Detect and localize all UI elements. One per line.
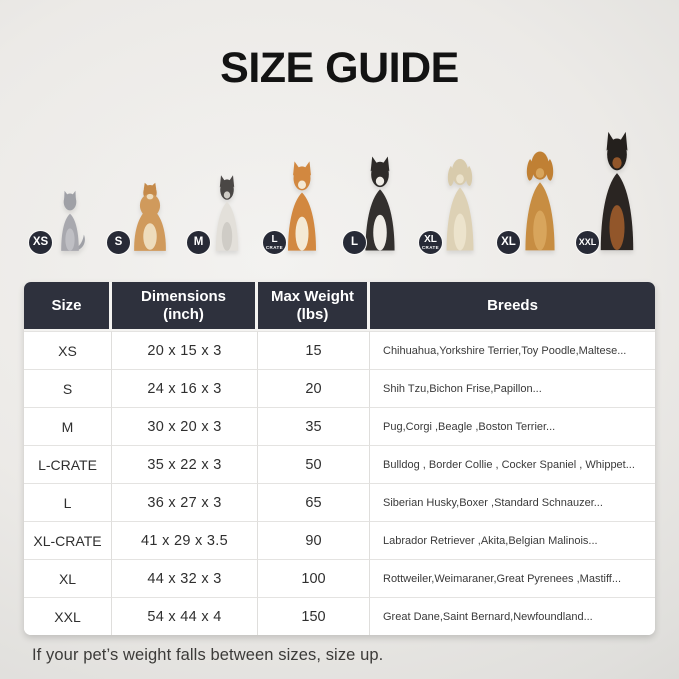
sizing-advice-note: If your pet’s weight falls between sizes… bbox=[32, 646, 384, 664]
breeds-cell: Labrador Retriever ,Akita,Belgian Malino… bbox=[370, 521, 655, 559]
size-badge-s: S bbox=[106, 230, 131, 255]
size-badge-l-crate: L CRATE bbox=[262, 230, 287, 255]
size-badge-l: L bbox=[342, 230, 367, 255]
dimensions-cell: 30 x 20 x 3 bbox=[112, 407, 258, 445]
table-row-l-crate: L-CRATE 35 x 22 x 3 50 Bulldog , Border … bbox=[24, 445, 655, 483]
table-row-xxl: XXL 54 x 44 x 4 150 Great Dane,Saint Ber… bbox=[24, 597, 655, 635]
size-cell: M bbox=[24, 407, 112, 445]
size-cell: XXL bbox=[24, 597, 112, 635]
max-weight-cell: 50 bbox=[258, 445, 370, 483]
size-badge-xs: XS bbox=[28, 230, 53, 255]
breeds-cell: Rottweiler,Weimaraner,Great Pyrenees ,Ma… bbox=[370, 559, 655, 597]
size-guide-table: Size Dimensions (inch) Max Weight (lbs) … bbox=[24, 282, 655, 635]
french-bulldog-illustration bbox=[207, 174, 247, 252]
column-header-dimensions: Dimensions (inch) bbox=[112, 282, 258, 331]
max-weight-cell: 100 bbox=[258, 559, 370, 597]
pomeranian-illustration bbox=[126, 180, 174, 252]
dimensions-cell: 24 x 16 x 3 bbox=[112, 369, 258, 407]
page-title: SIZE GUIDE bbox=[220, 44, 459, 92]
size-cell: XS bbox=[24, 331, 112, 369]
dimensions-cell: 41 x 29 x 3.5 bbox=[112, 521, 258, 559]
column-header-size: Size bbox=[24, 282, 112, 331]
breeds-cell: Pug,Corgi ,Beagle ,Boston Terrier... bbox=[370, 407, 655, 445]
max-weight-cell: 35 bbox=[258, 407, 370, 445]
dimensions-cell: 35 x 22 x 3 bbox=[112, 445, 258, 483]
golden-retriever-icon bbox=[525, 151, 555, 251]
doberman-icon bbox=[600, 131, 634, 251]
dimensions-cell: 44 x 32 x 3 bbox=[112, 559, 258, 597]
border-collie-icon bbox=[365, 156, 395, 251]
table-row-m: M 30 x 20 x 3 35 Pug,Corgi ,Beagle ,Bost… bbox=[24, 407, 655, 445]
size-cell: XL bbox=[24, 559, 112, 597]
size-cell: XL-CRATE bbox=[24, 521, 112, 559]
breeds-cell: Great Dane,Saint Bernard,Newfoundland... bbox=[370, 597, 655, 635]
shiba-inu-icon bbox=[288, 161, 316, 251]
size-badge-xl-crate: XL CRATE bbox=[418, 230, 443, 255]
table-row-s: S 24 x 16 x 3 20 Shih Tzu,Bichon Frise,P… bbox=[24, 369, 655, 407]
size-cell: L-CRATE bbox=[24, 445, 112, 483]
max-weight-cell: 20 bbox=[258, 369, 370, 407]
size-cell: S bbox=[24, 369, 112, 407]
pets-size-lineup: XS S M L CRATE L XL CRATE XL XXL bbox=[0, 124, 679, 255]
table-header-row: Size Dimensions (inch) Max Weight (lbs) … bbox=[24, 282, 655, 331]
border-collie-illustration bbox=[354, 155, 406, 252]
cat-illustration bbox=[49, 189, 91, 252]
size-badge-m: M bbox=[186, 230, 211, 255]
dimensions-cell: 36 x 27 x 3 bbox=[112, 483, 258, 521]
golden-retriever-illustration bbox=[514, 144, 566, 252]
pomeranian-icon bbox=[134, 182, 166, 251]
dimensions-cell: 54 x 44 x 4 bbox=[112, 597, 258, 635]
table-row-xl-crate: XL-CRATE 41 x 29 x 3.5 90 Labrador Retri… bbox=[24, 521, 655, 559]
breeds-cell: Bulldog , Border Collie , Cocker Spaniel… bbox=[370, 445, 655, 483]
size-badge-xl: XL bbox=[496, 230, 521, 255]
shiba-inu-illustration bbox=[277, 160, 327, 252]
column-header-max-weight: Max Weight (lbs) bbox=[258, 282, 370, 331]
doberman-illustration bbox=[588, 130, 646, 252]
french-bulldog-icon bbox=[215, 175, 239, 251]
max-weight-cell: 15 bbox=[258, 331, 370, 369]
labrador-icon bbox=[446, 158, 474, 251]
max-weight-cell: 90 bbox=[258, 521, 370, 559]
size-cell: L bbox=[24, 483, 112, 521]
table-row-xs: XS 20 x 15 x 3 15 Chihuahua,Yorkshire Te… bbox=[24, 331, 655, 369]
max-weight-cell: 65 bbox=[258, 483, 370, 521]
breeds-cell: Chihuahua,Yorkshire Terrier,Toy Poodle,M… bbox=[370, 331, 655, 369]
table-row-xl: XL 44 x 32 x 3 100 Rottweiler,Weimaraner… bbox=[24, 559, 655, 597]
size-badge-xxl: XXL bbox=[575, 230, 600, 255]
table-row-l: L 36 x 27 x 3 65 Siberian Husky,Boxer ,S… bbox=[24, 483, 655, 521]
labrador-illustration bbox=[436, 152, 484, 252]
breeds-cell: Shih Tzu,Bichon Frise,Papillon... bbox=[370, 369, 655, 407]
column-header-breeds: Breeds bbox=[370, 282, 655, 331]
cat-icon bbox=[61, 190, 85, 251]
max-weight-cell: 150 bbox=[258, 597, 370, 635]
breeds-cell: Siberian Husky,Boxer ,Standard Schnauzer… bbox=[370, 483, 655, 521]
dimensions-cell: 20 x 15 x 3 bbox=[112, 331, 258, 369]
